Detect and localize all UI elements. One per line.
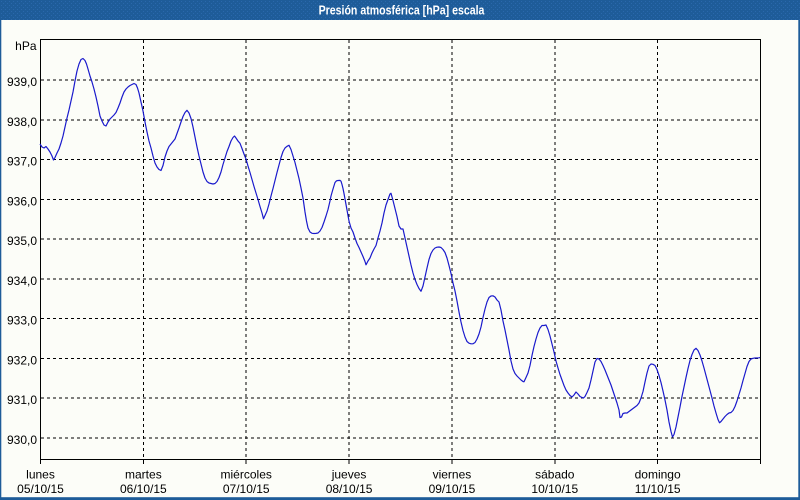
svg-text:05/10/15: 05/10/15 — [17, 482, 64, 496]
svg-text:viernes: viernes — [433, 468, 472, 482]
svg-text:931,0: 931,0 — [7, 393, 37, 407]
svg-text:933,0: 933,0 — [7, 314, 37, 328]
svg-text:domingo: domingo — [635, 468, 681, 482]
svg-text:hPa: hPa — [15, 39, 37, 53]
svg-text:934,0: 934,0 — [7, 274, 37, 288]
svg-text:11/10/15: 11/10/15 — [635, 482, 681, 496]
svg-text:937,0: 937,0 — [7, 155, 37, 169]
svg-text:935,0: 935,0 — [7, 234, 37, 248]
svg-text:10/10/15: 10/10/15 — [531, 482, 578, 496]
svg-text:sábado: sábado — [535, 468, 575, 482]
svg-text:08/10/15: 08/10/15 — [326, 482, 373, 496]
svg-text:Presión atmosférica [hPa] esca: Presión atmosférica [hPa] escala — [319, 2, 485, 17]
svg-text:lunes: lunes — [26, 468, 55, 482]
svg-text:miércoles: miércoles — [221, 468, 272, 482]
svg-text:932,0: 932,0 — [7, 353, 37, 367]
svg-text:09/10/15: 09/10/15 — [429, 482, 476, 496]
svg-text:930,0: 930,0 — [7, 433, 37, 447]
svg-text:jueves: jueves — [331, 468, 367, 482]
svg-text:06/10/15: 06/10/15 — [120, 482, 167, 496]
svg-text:936,0: 936,0 — [7, 194, 37, 208]
svg-text:martes: martes — [125, 468, 162, 482]
svg-text:939,0: 939,0 — [7, 75, 37, 89]
svg-text:07/10/15: 07/10/15 — [223, 482, 270, 496]
svg-text:938,0: 938,0 — [7, 115, 37, 129]
